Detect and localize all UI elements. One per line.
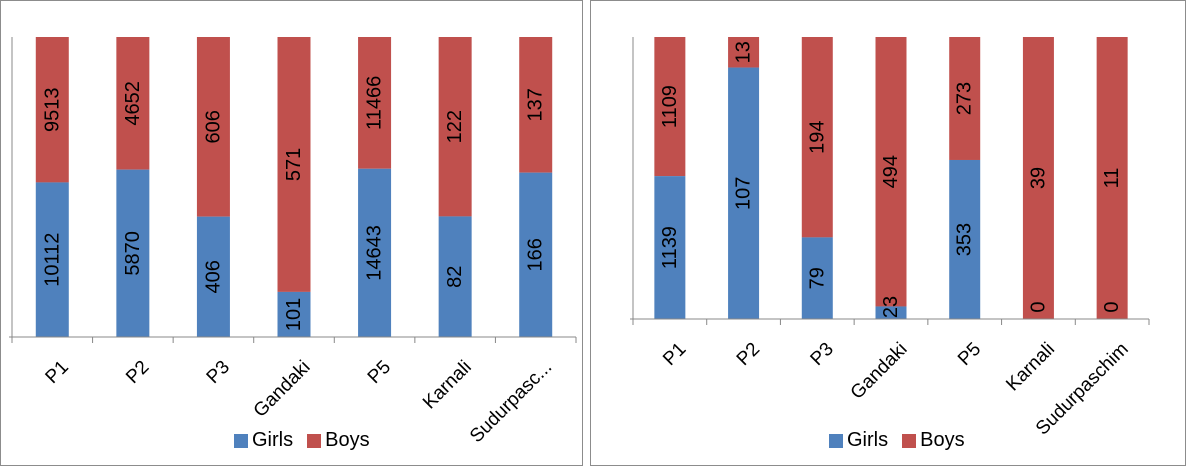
data-label-girls-P5: 353 (954, 223, 976, 256)
bar-girls-Gandaki (875, 306, 907, 319)
data-label-girls-Sudurpaschim: 0 (1101, 301, 1123, 312)
data-label-girls-P5: 14643 (364, 225, 386, 281)
legend-swatch-boys (902, 433, 917, 448)
legend-entry-girls: Girls (829, 429, 888, 452)
legend-swatch-girls (829, 433, 843, 448)
data-label-girls-Gandaki: 23 (880, 296, 902, 318)
data-label-girls-Gandaki: 101 (283, 298, 305, 331)
x-tick-label-Gandaki: Gandaki (250, 357, 315, 422)
bar-boys-P1 (35, 37, 69, 183)
x-tick-label-Sudurpasc...: Sudurpasc... (466, 357, 556, 447)
bar-boys-Gandaki (875, 37, 907, 307)
data-label-boys-P5: 11466 (364, 76, 386, 130)
bar-girls-P5 (949, 159, 981, 319)
data-label-boys-Karnali: 122 (444, 110, 466, 143)
x-tick-label-P1: P1 (42, 357, 73, 388)
bar-girls-Sudurpasc... (519, 172, 553, 337)
data-label-boys-P1: 1109 (659, 85, 681, 128)
bar-boys-P2 (116, 37, 150, 170)
bar-boys-P1 (654, 37, 686, 177)
data-label-boys-Gandaki: 494 (880, 155, 902, 188)
bar-boys-Sudurpasc... (519, 37, 553, 173)
data-label-boys-P3: 194 (806, 121, 828, 154)
data-label-girls-P1: 1139 (659, 226, 681, 269)
right-legend: Girls Boys (829, 429, 979, 452)
data-label-girls-P3: 79 (806, 267, 828, 289)
x-tick-label-P3: P3 (203, 357, 234, 388)
bar-girls-P5 (358, 168, 392, 337)
legend-label-girls: Girls (847, 429, 889, 451)
data-label-boys-P2: 13 (733, 41, 755, 63)
data-label-girls-Sudurpasc...: 166 (525, 238, 547, 271)
legend-entry-boys: Boys (307, 429, 370, 452)
left-chart-svg: 10112 9513 P1 5870 4652 P2 406 606 P3 101 571 Ganda… (9, 37, 577, 447)
bar-girls-P1 (654, 176, 686, 319)
bar-boys-Karnali (1022, 37, 1054, 319)
legend-swatch-girls (234, 433, 248, 448)
bar-girls-P3 (801, 237, 833, 319)
x-tick-label-P1: P1 (659, 339, 690, 370)
data-label-girls-Karnali: 82 (444, 266, 466, 288)
x-tick-label-P2: P2 (733, 339, 764, 370)
legend-label-boys: Boys (325, 429, 370, 451)
data-label-boys-Karnali: 39 (1027, 167, 1049, 189)
bar-boys-P3 (801, 37, 833, 238)
bar-girls-Gandaki (277, 291, 311, 337)
left-chart-panel: 10112 9513 P1 5870 4652 P2 406 606 P3 101 571 Ganda… (0, 0, 583, 466)
bar-girls-Karnali (438, 216, 472, 337)
data-label-boys-Gandaki: 571 (283, 148, 305, 181)
x-tick-label-Gandaki: Gandaki (847, 339, 912, 404)
legend-label-girls: Girls (252, 429, 294, 451)
bar-boys-P3 (196, 37, 230, 217)
right-chart-panel: 1139 1109 P1 107 13 P2 79 194 P3 23 494 Gandaki 353 2… (590, 0, 1186, 466)
legend-entry-girls: Girls (234, 429, 293, 452)
data-label-boys-P5: 273 (954, 82, 976, 115)
left-legend: Girls Boys (234, 429, 384, 452)
data-label-girls-Karnali: 0 (1027, 301, 1049, 312)
data-label-boys-P1: 9513 (41, 87, 63, 132)
bar-girls-P3 (196, 216, 230, 337)
data-label-girls-P2: 5870 (122, 231, 144, 275)
legend-label-boys: Boys (920, 429, 965, 451)
data-label-boys-Sudurpaschim: 11 (1101, 168, 1123, 189)
bar-girls-P1 (35, 182, 69, 337)
bar-boys-Karnali (438, 37, 472, 217)
x-tick-label-P3: P3 (807, 339, 838, 370)
data-label-girls-P1: 10112 (41, 233, 63, 287)
bar-boys-Gandaki (277, 37, 311, 292)
data-label-girls-P2: 107 (733, 177, 755, 210)
x-tick-label-P5: P5 (364, 357, 395, 388)
right-chart-svg: 11391109P110713P279194P323494Gandaki3532… (630, 37, 1150, 439)
bar-boys-P2 (728, 37, 760, 68)
data-label-boys-P3: 606 (202, 110, 224, 143)
data-label-boys-Sudurpasc...: 137 (525, 88, 547, 121)
x-tick-label-Karnali: Karnali (1002, 339, 1059, 396)
bar-girls-P2 (728, 67, 760, 319)
x-tick-label-Karnali: Karnali (419, 357, 476, 414)
legend-entry-boys: Boys (902, 429, 965, 452)
bar-boys-P5 (358, 37, 392, 169)
bar-boys-Sudurpaschim (1096, 37, 1128, 319)
data-label-girls-P3: 406 (202, 260, 224, 293)
legend-swatch-boys (307, 433, 322, 448)
bar-girls-P2 (116, 169, 150, 337)
data-label-boys-P2: 4652 (122, 81, 144, 126)
x-tick-label-P2: P2 (122, 357, 153, 388)
bar-boys-P5 (949, 37, 981, 160)
x-tick-label-P5: P5 (954, 339, 985, 370)
